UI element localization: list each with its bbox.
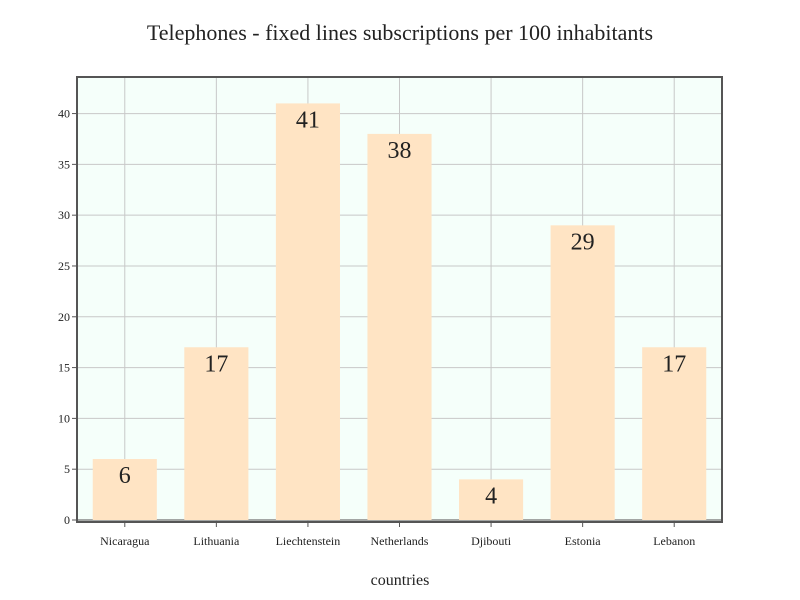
y-tick-label: 0 [64,513,70,527]
x-axis-ticks: Nicaragua Lithuania Liechtenstein Netherlan… [100,522,695,548]
y-axis-ticks: 0 5 10 15 20 25 30 35 40 [58,107,77,527]
data-label: 4 [485,483,497,509]
y-tick-label: 5 [64,462,70,476]
plot-frame [76,76,723,523]
y-tick-label: 25 [58,259,70,273]
chart-title: Telephones - fixed lines subscriptions p… [147,20,653,45]
x-tick-label: Lithuania [193,534,240,548]
x-axis-label: countries [371,572,430,589]
bar-lithuania [184,347,249,520]
bar-nicaragua [92,459,157,520]
x-tick-label: Netherlands [371,534,429,548]
bar-estonia [550,225,615,521]
data-labels: 6 17 41 38 4 29 17 [119,107,686,509]
y-tick-label: 30 [58,208,70,222]
data-label: 38 [388,138,412,164]
y-tick-label: 40 [58,107,70,121]
data-label: 17 [204,351,228,377]
bar-liechtenstein [275,103,340,521]
data-label: 29 [571,229,595,255]
x-tick-label: Estonia [565,534,602,548]
x-tick-label: Liechtenstein [276,534,341,548]
bar-lebanon [642,347,707,520]
x-tick-label: Nicaragua [100,534,150,548]
y-tick-label: 10 [58,411,70,425]
data-label: 6 [119,463,131,489]
bar-djibouti [459,479,524,520]
y-tick-label: 35 [58,157,70,171]
x-tick-label: Djibouti [471,534,512,548]
y-tick-label: 20 [58,310,70,324]
x-tick-label: Lebanon [653,534,695,548]
bar-netherlands [367,133,432,520]
data-label: 17 [662,351,686,377]
y-tick-label: 15 [58,361,70,375]
bars [92,103,707,521]
data-label: 41 [296,107,320,133]
